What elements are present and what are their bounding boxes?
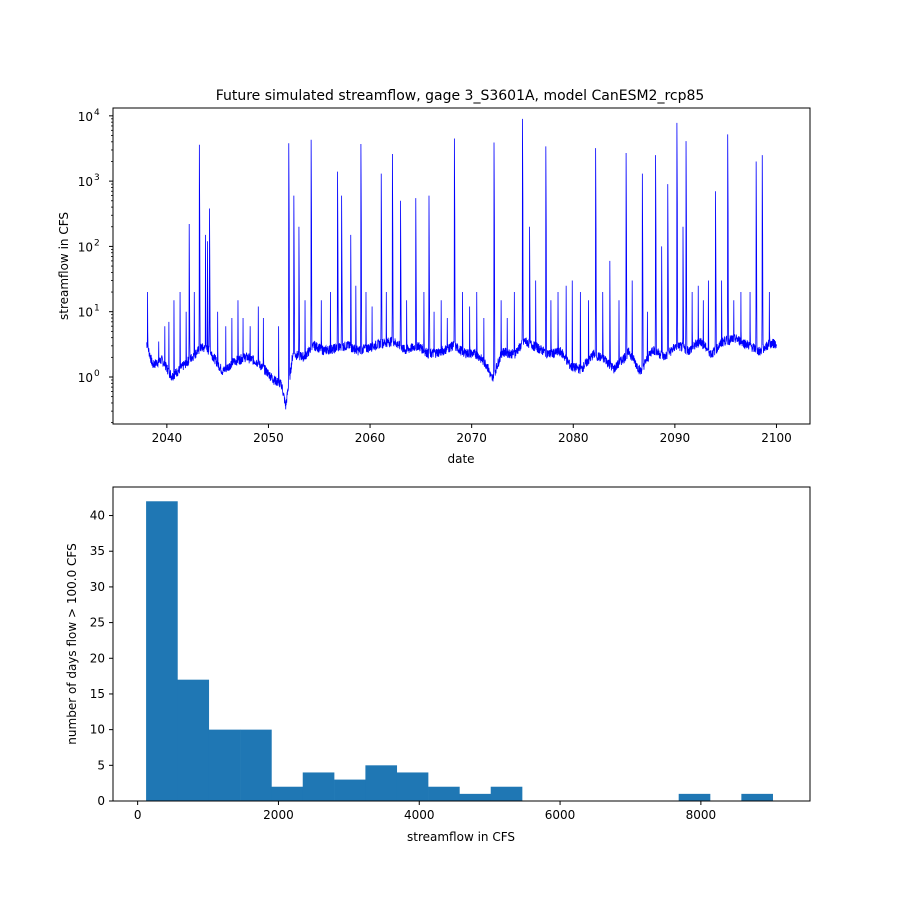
y-tick-label: 10 <box>78 240 93 254</box>
y-tick-exponent: 2 <box>94 238 100 248</box>
histogram-bar <box>678 793 711 801</box>
histogram-bar <box>490 786 523 801</box>
x-axis-label: streamflow in CFS <box>407 830 515 844</box>
x-tick-label: 6000 <box>545 808 576 822</box>
y-tick-label: 10 <box>78 306 93 320</box>
y-tick-label: 40 <box>90 509 105 523</box>
y-tick-exponent: 3 <box>94 173 100 183</box>
histogram-bar <box>146 501 178 801</box>
histogram-bar <box>208 729 241 801</box>
x-tick-label: 2080 <box>558 431 589 445</box>
x-tick-label: 2100 <box>761 431 792 445</box>
x-axis-ticks: 0 2000 4000 6000 8000 <box>134 801 716 822</box>
x-tick-label: 8000 <box>686 808 717 822</box>
y-tick-label: 10 <box>78 110 93 124</box>
histogram-bar <box>334 779 366 801</box>
histogram-bar <box>271 786 304 801</box>
x-tick-label: 4000 <box>404 808 435 822</box>
y-tick-exponent: 0 <box>94 369 100 379</box>
y-tick-label: 15 <box>90 687 105 701</box>
y-tick-label: 5 <box>97 758 105 772</box>
plot-frame <box>112 486 811 802</box>
y-tick-label: 10 <box>90 723 105 737</box>
histogram-bar <box>741 793 773 801</box>
chart-title: Future simulated streamflow, gage 3_S360… <box>216 88 705 104</box>
histogram-chart: 0 2000 4000 6000 8000 0 5 10 15 20 25 30 35 40 strea… <box>65 486 811 844</box>
y-axis-ticks: 0 5 10 15 20 25 30 35 40 <box>90 509 113 808</box>
y-tick-exponent: 4 <box>94 108 100 118</box>
y-axis-label: streamflow in CFS <box>57 212 71 320</box>
y-tick-label: 0 <box>97 794 105 808</box>
histogram-bar <box>428 786 460 801</box>
x-tick-label: 0 <box>134 808 142 822</box>
x-tick-label: 2000 <box>263 808 294 822</box>
histogram-bars <box>146 501 773 801</box>
x-axis-ticks: 2040 2050 2060 2070 2080 2090 2100 <box>152 424 792 445</box>
x-tick-label: 2040 <box>152 431 183 445</box>
y-tick-label: 10 <box>78 175 93 189</box>
y-tick-label: 10 <box>78 371 93 385</box>
y-tick-label: 25 <box>90 616 105 630</box>
y-axis-label: number of days flow > 100.0 CFS <box>65 543 79 744</box>
histogram-bar <box>240 729 272 801</box>
x-tick-label: 2070 <box>456 431 487 445</box>
histogram-bar <box>459 793 492 801</box>
x-axis-label: date <box>447 452 474 466</box>
series-line <box>146 118 777 410</box>
histogram-bar <box>365 765 398 801</box>
histogram-bar <box>177 679 210 801</box>
x-tick-label: 2050 <box>253 431 284 445</box>
x-tick-label: 2060 <box>355 431 386 445</box>
y-tick-label: 35 <box>90 544 105 558</box>
histogram-bar <box>396 772 429 801</box>
y-tick-label: 20 <box>90 651 105 665</box>
streamflow-timeseries-chart: Future simulated streamflow, gage 3_S360… <box>57 88 811 466</box>
streamflow-series-line <box>146 118 777 410</box>
y-tick-label: 30 <box>90 580 105 594</box>
x-tick-label: 2090 <box>660 431 691 445</box>
histogram-bar <box>302 772 335 801</box>
y-tick-exponent: 1 <box>94 304 100 314</box>
